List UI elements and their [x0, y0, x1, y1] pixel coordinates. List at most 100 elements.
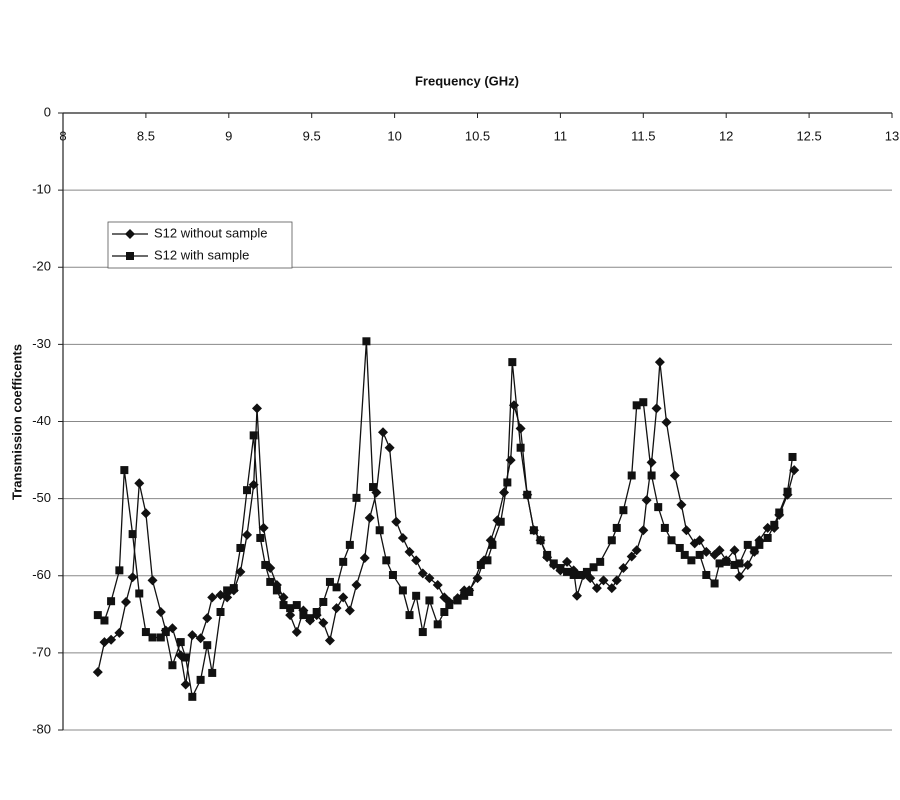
marker: [147, 575, 158, 586]
y-axis-title: Transmission coefficents: [9, 344, 24, 500]
marker: [496, 517, 505, 526]
marker: [306, 614, 315, 623]
marker: [208, 668, 217, 677]
marker: [472, 573, 483, 584]
marker: [763, 533, 772, 542]
marker: [582, 567, 591, 576]
marker: [536, 536, 545, 545]
marker: [631, 545, 642, 556]
marker: [607, 536, 616, 545]
marker: [508, 358, 517, 367]
marker: [100, 616, 109, 625]
marker: [433, 620, 442, 629]
marker: [318, 617, 329, 628]
legend-marker: [126, 252, 134, 260]
marker: [180, 679, 191, 690]
marker: [331, 603, 342, 614]
marker: [715, 559, 724, 568]
marker: [411, 555, 422, 566]
legend-label: S12 without sample: [154, 225, 267, 240]
marker: [256, 533, 265, 542]
marker: [223, 586, 232, 595]
marker: [606, 583, 617, 594]
marker: [432, 580, 443, 591]
x-tick-label: 9: [225, 128, 232, 143]
y-tick-label: -60: [32, 567, 51, 582]
marker: [127, 572, 138, 583]
marker: [168, 661, 177, 670]
y-tick-label: -50: [32, 490, 51, 505]
marker: [675, 543, 684, 552]
marker: [292, 601, 301, 610]
marker: [647, 471, 656, 480]
marker: [654, 503, 663, 512]
x-tick-label: 10: [387, 128, 401, 143]
marker: [591, 583, 602, 594]
marker: [352, 493, 361, 502]
marker: [266, 577, 275, 586]
y-tick-label: -40: [32, 413, 51, 428]
marker: [229, 584, 238, 593]
marker: [377, 427, 388, 438]
marker: [312, 607, 321, 616]
x-tick-label: 12: [719, 128, 733, 143]
legend-marker: [125, 229, 135, 239]
y-tick-label: -80: [32, 721, 51, 736]
marker: [251, 403, 262, 414]
marker: [440, 607, 449, 616]
x-tick-label: 10.5: [465, 128, 490, 143]
x-tick-label: 11.5: [631, 128, 655, 143]
marker: [730, 560, 739, 569]
marker: [181, 653, 190, 662]
marker: [128, 530, 137, 539]
marker: [646, 457, 657, 468]
marker: [556, 564, 565, 573]
marker: [638, 525, 649, 536]
marker: [476, 560, 485, 569]
x-tick-label: 9.5: [303, 128, 321, 143]
marker: [505, 455, 516, 466]
marker: [115, 566, 124, 575]
marker: [734, 571, 745, 582]
marker: [121, 596, 132, 607]
marker: [261, 560, 270, 569]
marker: [248, 479, 259, 490]
x-tick-label: 8.5: [137, 128, 155, 143]
marker: [412, 591, 421, 600]
marker: [236, 543, 245, 552]
marker: [391, 516, 402, 527]
marker: [619, 506, 628, 515]
marker: [135, 589, 144, 598]
marker: [611, 575, 622, 586]
marker: [488, 540, 497, 549]
marker: [93, 611, 102, 620]
marker: [359, 553, 370, 564]
marker: [762, 522, 773, 533]
marker: [788, 452, 797, 461]
marker: [167, 623, 178, 634]
y-tick-label: -70: [32, 644, 51, 659]
marker: [460, 591, 469, 600]
marker: [203, 641, 212, 650]
marker: [425, 596, 434, 605]
marker: [369, 483, 378, 492]
marker: [404, 546, 415, 557]
marker: [529, 526, 538, 535]
marker: [563, 567, 572, 576]
marker: [681, 525, 692, 536]
marker: [562, 556, 573, 567]
marker: [424, 573, 435, 584]
x-tick-label: 13: [885, 128, 899, 143]
marker: [667, 536, 676, 545]
marker: [351, 580, 362, 591]
marker: [362, 337, 371, 346]
marker: [249, 431, 258, 440]
marker: [161, 628, 170, 637]
marker: [516, 443, 525, 452]
marker: [397, 532, 408, 543]
marker: [140, 508, 151, 519]
marker: [694, 535, 705, 546]
marker: [141, 628, 150, 637]
marker: [92, 667, 103, 678]
marker: [654, 357, 665, 368]
